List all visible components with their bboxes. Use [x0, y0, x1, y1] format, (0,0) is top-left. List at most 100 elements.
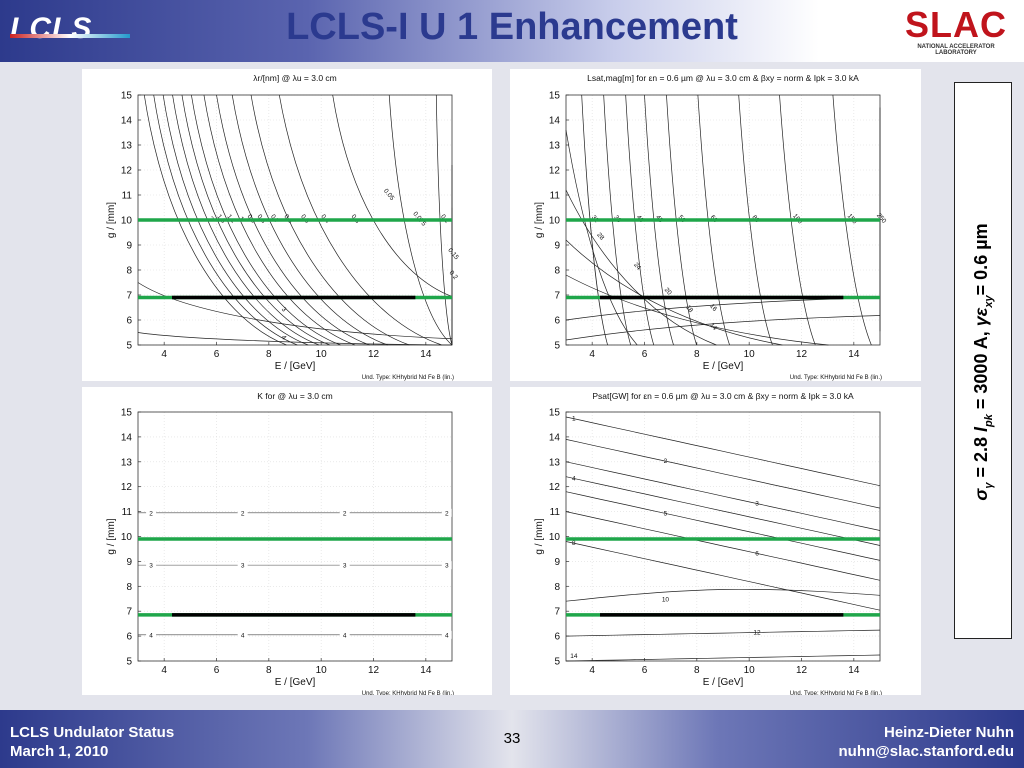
contour-label: 3: [343, 563, 347, 570]
footer-right: Heinz-Dieter Nuhn nuhn@slac.stanford.edu: [839, 723, 1014, 761]
y-tick-label: 6: [126, 632, 132, 643]
x-axis-label: E / [GeV]: [275, 677, 316, 688]
x-axis-label: E / [GeV]: [275, 361, 316, 372]
contour-line: [172, 94, 320, 346]
i-symbol: I: [971, 426, 992, 432]
contour-line: [388, 94, 453, 346]
chart-lambda-r: λr/[nm] @ λu = 3.0 cm 4 6 8 10 12 14 5 6 7 8 9 10 11 1…: [106, 73, 460, 381]
lcls-logo: LCLS: [10, 12, 130, 46]
y-tick-label: 10: [549, 216, 561, 227]
chart-panel-2: Lsat,mag[m] for εn = 0.6 µm @ λu = 3.0 c…: [510, 69, 921, 381]
contour-line: [832, 94, 872, 346]
contour-line: [565, 239, 783, 346]
chart-panel-3: K for @ λu = 3.0 cm 4 6 8 10 12 14 5 6 7 8 9 10 11 12 1…: [82, 387, 492, 695]
chart-footnote: Und. Type: KHhybrid Nd Fe B (lin.): [790, 691, 882, 695]
y-tick-label: 9: [554, 241, 560, 252]
contour-label: 14: [570, 653, 578, 660]
chart-footnote: Und. Type: KHhybrid Nd Fe B (lin.): [790, 375, 882, 381]
contour-label-bg: [146, 630, 157, 639]
chart-psat: Psat[GW] for εn = 0.6 µm @ λu = 3.0 cm &…: [534, 391, 882, 695]
contour-label: 20: [663, 287, 673, 297]
contour-line: [153, 94, 298, 346]
sigma-symbol: σ: [971, 488, 992, 501]
contour-line: [779, 94, 816, 346]
parameter-text: σγ = 2.8 Ipk = 3000 A, γεxy= 0.6 µm: [971, 223, 995, 500]
contour-label: 2: [664, 458, 668, 465]
header-gradient: [0, 0, 1024, 62]
y-tick-label: 14: [121, 432, 133, 443]
contour-line: [162, 94, 309, 346]
contour-line: [278, 94, 442, 346]
contour-line: [231, 94, 388, 346]
y-tick-label: 5: [554, 657, 560, 668]
contour-line: [565, 511, 881, 581]
contour-label: 16: [708, 303, 718, 313]
y-axis-label: g / [mm]: [106, 518, 117, 554]
chart-title: Lsat,mag[m] for εn = 0.6 µm @ λu = 3.0 c…: [587, 73, 859, 83]
chart-title: K for @ λu = 3.0 cm: [257, 391, 332, 401]
x-tick-label: 12: [368, 665, 380, 676]
x-tick-label: 14: [848, 349, 860, 360]
contour-label-bg: [339, 508, 350, 517]
gamma-sub: γ: [982, 482, 995, 489]
x-tick-label: 4: [589, 349, 595, 360]
contour-line: [644, 94, 674, 346]
y-tick-label: 14: [549, 432, 561, 443]
x-tick-label: 6: [214, 665, 220, 676]
lcls-logo-swoosh: [10, 34, 130, 38]
y-tick-label: 13: [121, 457, 133, 468]
y-tick-label: 9: [554, 557, 560, 568]
contour-label: 10: [662, 596, 670, 603]
footer-author: Heinz-Dieter Nuhn: [883, 724, 1014, 741]
x-tick-label: 6: [214, 349, 220, 360]
contour-label: 3: [149, 563, 153, 570]
x-tick-label: 8: [266, 349, 272, 360]
contour-line: [181, 94, 330, 346]
contour-label: 2: [149, 510, 153, 517]
contour-label-bg: [339, 561, 350, 570]
contour-label: 1: [572, 416, 576, 423]
contour-line: [250, 94, 410, 346]
chart-footnote: Und. Type: KHhybrid Nd Fe B (lin.): [362, 691, 454, 695]
contour-label: 24: [632, 262, 642, 272]
chart-k: K for @ λu = 3.0 cm 4 6 8 10 12 14 5 6 7 8 9 10 11 12 1…: [106, 391, 454, 695]
contour-label-bg: [237, 561, 248, 570]
contour-line: [191, 94, 341, 346]
y-tick-label: 12: [121, 482, 133, 493]
y-tick-label: 8: [126, 582, 132, 593]
contour-label-bg: [441, 508, 452, 517]
x-tick-label: 8: [694, 665, 700, 676]
page-number: 33: [503, 730, 521, 747]
x-axis-label: E / [GeV]: [703, 361, 744, 372]
xy-sub: xy: [982, 295, 995, 308]
y-tick-label: 11: [122, 191, 133, 202]
contour-label-bg: [339, 630, 350, 639]
contour-line: [565, 588, 881, 602]
contour-line: [565, 416, 881, 487]
contour-label: 2: [241, 510, 245, 517]
x-tick-label: 8: [266, 665, 272, 676]
y-tick-label: 10: [121, 532, 133, 543]
contour-label: 4: [445, 632, 449, 639]
y-axis-label: g / [mm]: [534, 202, 545, 238]
x-tick-label: 10: [316, 665, 328, 676]
y-tick-label: 12: [549, 482, 561, 493]
chart-panel-1: λr/[nm] @ λu = 3.0 cm 4 6 8 10 12 14 5 6 7 8 9 10 11 1…: [82, 69, 492, 381]
chart-title: Psat[GW] for εn = 0.6 µm @ λu = 3.0 cm &…: [592, 391, 854, 401]
y-tick-label: 7: [554, 291, 560, 302]
contour-line: [565, 491, 881, 561]
x-tick-label: 8: [694, 349, 700, 360]
contour-label: 0.2: [448, 270, 459, 282]
y-tick-label: 14: [549, 116, 561, 127]
x-tick-label: 14: [420, 665, 432, 676]
contour-line: [625, 94, 655, 346]
y-tick-label: 13: [549, 141, 561, 152]
y-tick-label: 5: [126, 657, 132, 668]
slide-title: LCLS-I U 1 Enhancement: [286, 6, 738, 48]
eq1-text: = 2.8: [971, 431, 992, 483]
contour-line: [203, 94, 356, 346]
gamma-eps-symbol: γε: [971, 307, 992, 327]
y-tick-label: 5: [126, 341, 132, 352]
contour-line: [565, 541, 881, 611]
x-tick-label: 10: [744, 349, 756, 360]
